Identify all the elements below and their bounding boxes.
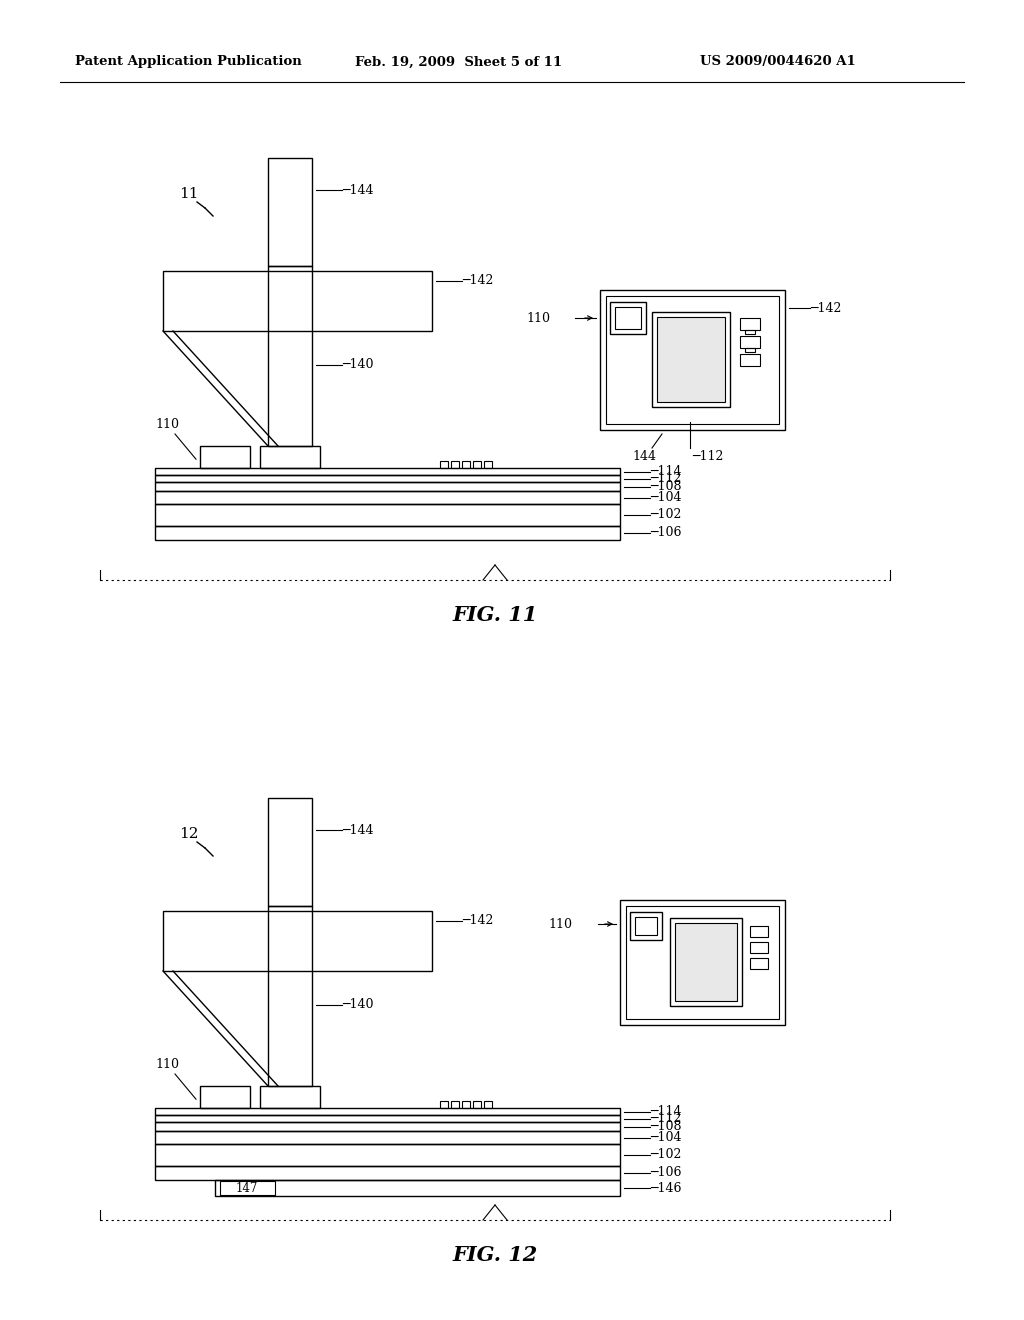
Bar <box>155 525 620 540</box>
Text: ─144: ─144 <box>342 183 374 197</box>
Text: ─104: ─104 <box>650 491 682 504</box>
Bar <box>745 348 755 352</box>
Text: ─104: ─104 <box>650 1131 682 1144</box>
Text: US 2009/0044620 A1: US 2009/0044620 A1 <box>700 55 856 69</box>
Bar <box>670 917 742 1006</box>
Bar <box>268 267 312 446</box>
Bar <box>606 296 779 424</box>
Bar <box>200 446 250 469</box>
Text: ─140: ─140 <box>342 359 374 371</box>
Bar <box>440 1101 449 1107</box>
Bar <box>163 271 432 331</box>
Bar <box>155 504 620 525</box>
Text: ─106: ─106 <box>650 1167 682 1180</box>
Bar <box>615 308 641 329</box>
Text: ─146: ─146 <box>650 1181 682 1195</box>
Bar <box>260 446 319 469</box>
Text: ─102: ─102 <box>650 508 681 521</box>
Bar <box>473 461 481 469</box>
Bar <box>155 469 620 475</box>
Bar <box>620 900 785 1026</box>
Bar <box>451 1101 459 1107</box>
Bar <box>484 461 492 469</box>
Bar <box>635 917 657 935</box>
Text: ─112: ─112 <box>650 473 681 484</box>
Bar <box>600 290 785 430</box>
Text: ─144: ─144 <box>342 824 374 837</box>
Bar <box>268 158 312 267</box>
Bar <box>155 482 620 491</box>
Bar <box>440 461 449 469</box>
Text: 110: 110 <box>526 312 550 325</box>
Bar <box>268 799 312 906</box>
Text: FIG. 12: FIG. 12 <box>453 1245 538 1265</box>
Text: 11: 11 <box>179 187 199 201</box>
Bar <box>215 1180 620 1196</box>
Bar <box>451 461 459 469</box>
Bar <box>750 927 768 937</box>
Text: Feb. 19, 2009  Sheet 5 of 11: Feb. 19, 2009 Sheet 5 of 11 <box>355 55 562 69</box>
Text: ─142: ─142 <box>462 915 494 928</box>
Text: ─112: ─112 <box>650 1111 681 1125</box>
Bar <box>610 302 646 334</box>
Bar <box>484 1101 492 1107</box>
Bar <box>675 923 737 1001</box>
Text: ─142: ─142 <box>462 275 494 288</box>
Bar <box>155 1122 620 1131</box>
Text: ─114: ─114 <box>650 1105 682 1118</box>
Text: 147: 147 <box>236 1181 258 1195</box>
Text: ─108: ─108 <box>650 1119 682 1133</box>
Text: 12: 12 <box>179 828 199 841</box>
Bar <box>657 317 725 403</box>
Text: ─108: ─108 <box>650 480 682 492</box>
Text: ─140: ─140 <box>342 998 374 1011</box>
Text: ─114: ─114 <box>650 465 682 478</box>
Text: 144: 144 <box>632 450 656 462</box>
Bar <box>155 1107 620 1115</box>
Text: ─102: ─102 <box>650 1148 681 1162</box>
Bar <box>740 337 760 348</box>
Bar <box>268 906 312 1086</box>
Bar <box>155 1131 620 1144</box>
Bar <box>750 942 768 953</box>
Bar <box>155 475 620 482</box>
Text: ─142: ─142 <box>810 301 842 314</box>
Bar <box>462 461 470 469</box>
Bar <box>155 1166 620 1180</box>
Text: 110: 110 <box>548 917 572 931</box>
Text: ─106: ─106 <box>650 527 682 540</box>
Bar <box>740 318 760 330</box>
Text: ─112: ─112 <box>692 450 723 462</box>
Bar <box>155 1115 620 1122</box>
Bar <box>626 906 779 1019</box>
Bar <box>745 330 755 334</box>
Bar <box>740 354 760 366</box>
Bar <box>200 1086 250 1107</box>
Bar <box>163 911 432 972</box>
Bar <box>260 1086 319 1107</box>
Text: FIG. 11: FIG. 11 <box>453 605 538 624</box>
Text: 110: 110 <box>155 417 179 430</box>
Bar <box>155 491 620 504</box>
Text: 110: 110 <box>155 1057 179 1071</box>
Bar <box>220 1181 275 1195</box>
Bar <box>652 312 730 407</box>
Bar <box>155 1144 620 1166</box>
Bar <box>630 912 662 940</box>
Bar <box>462 1101 470 1107</box>
Bar <box>473 1101 481 1107</box>
Text: Patent Application Publication: Patent Application Publication <box>75 55 302 69</box>
Bar <box>750 958 768 969</box>
